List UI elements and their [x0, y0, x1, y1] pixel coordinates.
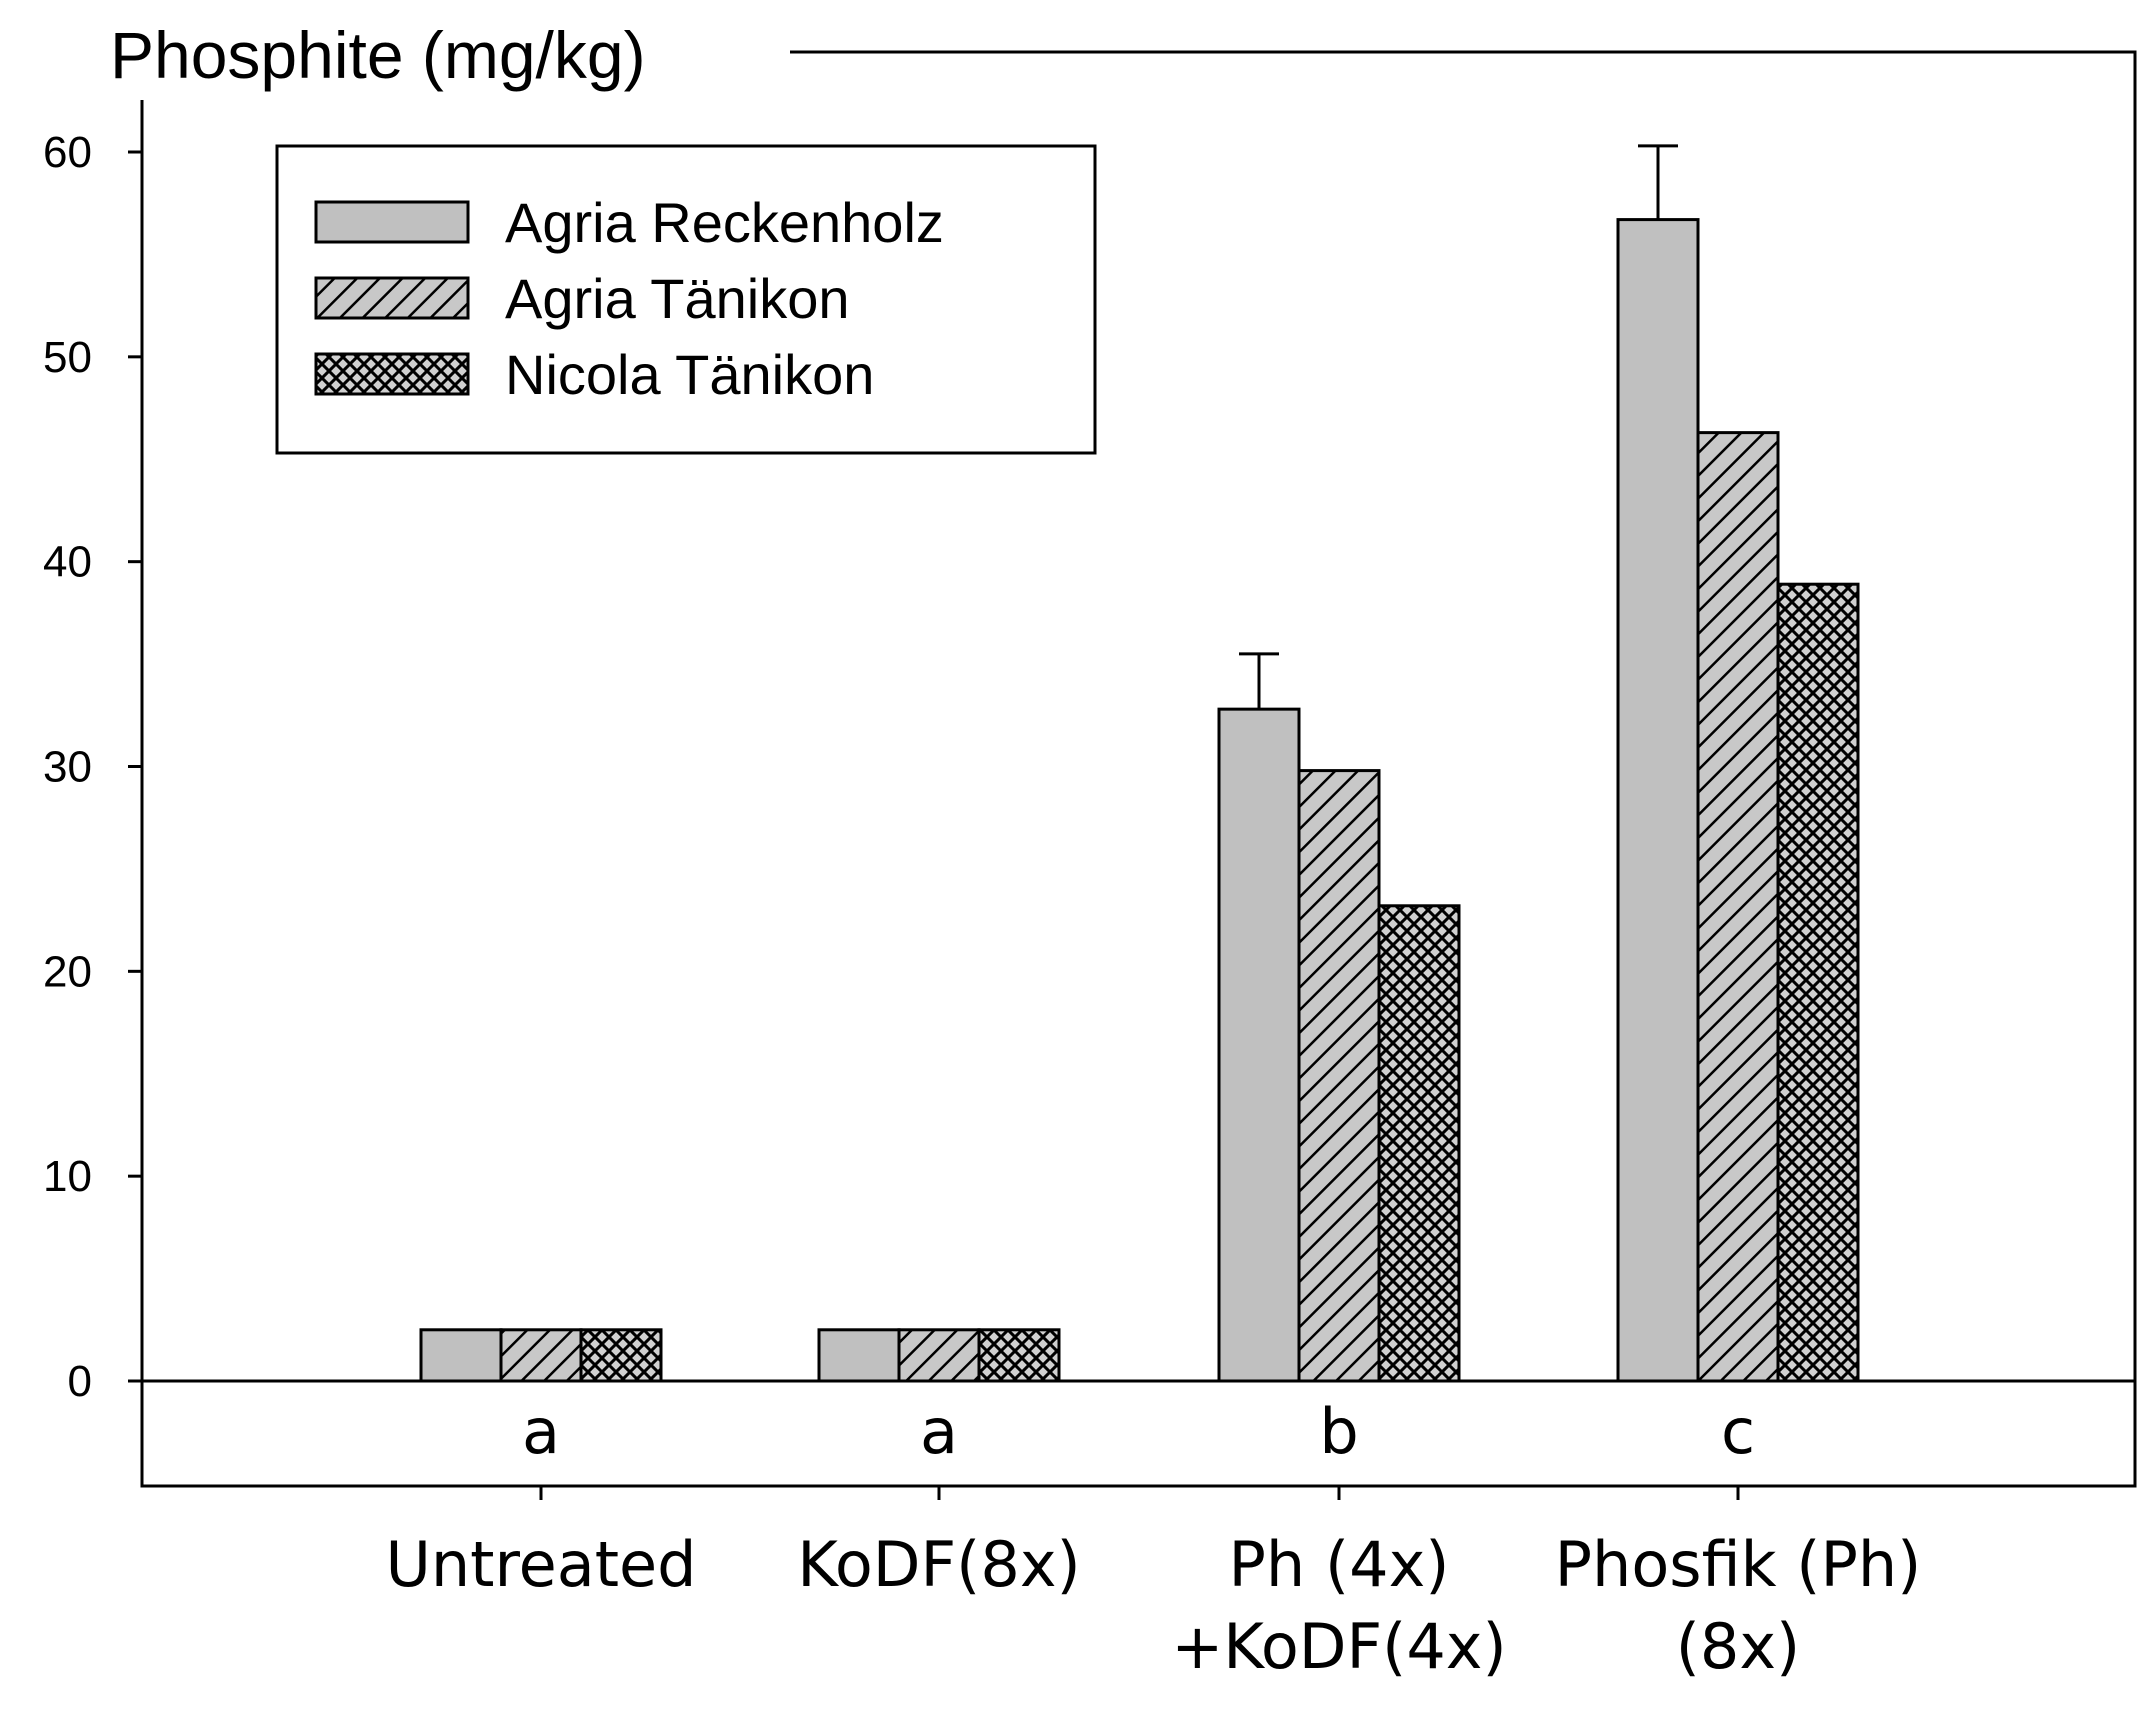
x-category-label: (8x): [1676, 1610, 1801, 1683]
x-category-label: Untreated: [385, 1528, 696, 1601]
y-tick-label: 10: [43, 1152, 92, 1201]
legend-swatch-2: [314, 276, 470, 320]
bar-2: [499, 1328, 583, 1383]
x-category-label: Phosfik (Ph): [1555, 1528, 1922, 1601]
bar-2: [897, 1328, 981, 1383]
legend-label-1: Agria Reckenholz: [505, 191, 944, 254]
bar-1: [419, 1328, 503, 1383]
y-axis-title: Phosphite (mg/kg): [110, 18, 646, 92]
x-category-label: +KoDF(4x): [1171, 1610, 1506, 1683]
legend-label-2: Agria Tänikon: [505, 267, 850, 330]
y-tick-label: 40: [43, 538, 92, 587]
significance-letter: a: [920, 1395, 958, 1468]
y-tick-label: 30: [43, 743, 92, 792]
bar-1: [1217, 707, 1301, 1383]
legend-swatch-1: [314, 200, 470, 244]
y-tick-label: 20: [43, 947, 92, 996]
bar-3: [977, 1328, 1061, 1383]
bar-3: [1776, 582, 1860, 1383]
bar-2: [1696, 431, 1780, 1383]
bar-1: [817, 1328, 901, 1383]
bar-3: [579, 1328, 663, 1383]
x-category-label: Ph (4x): [1229, 1528, 1450, 1601]
y-title-bg: [100, 0, 790, 100]
legend-swatch-3: [314, 352, 470, 396]
plot-frame: [140, 50, 2137, 1488]
y-tick-label: 0: [68, 1357, 92, 1406]
significance-letter: b: [1319, 1395, 1358, 1468]
significance-letter: c: [1721, 1395, 1755, 1468]
x-category-label: KoDF(8x): [797, 1528, 1080, 1601]
y-tick-label: 50: [43, 333, 92, 382]
bar-2: [1297, 769, 1381, 1383]
bar-3: [1377, 904, 1461, 1383]
legend-label-3: Nicola Tänikon: [505, 343, 874, 406]
y-tick-label: 60: [43, 128, 92, 177]
bar-1: [1616, 218, 1700, 1383]
significance-letter: a: [522, 1395, 560, 1468]
